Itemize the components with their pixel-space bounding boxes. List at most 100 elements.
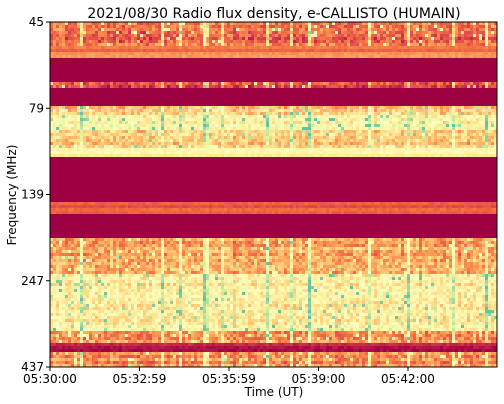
heatmap-cell (314, 49, 318, 53)
heatmap-cell (179, 100, 183, 104)
heatmap-cell (284, 46, 288, 50)
heatmap-cell (227, 49, 231, 53)
heatmap-cell (437, 112, 441, 116)
heatmap-cell (428, 85, 432, 89)
heatmap-cell (251, 76, 255, 80)
heatmap-cell (380, 103, 384, 107)
heatmap-cell (74, 31, 78, 35)
heatmap-cell (443, 28, 447, 32)
heatmap-cell (338, 109, 342, 113)
heatmap-cell (356, 94, 360, 98)
heatmap-cell (344, 82, 348, 86)
heatmap-cell (116, 109, 120, 113)
heatmap-cell (107, 88, 111, 92)
heatmap-cell (434, 34, 438, 38)
heatmap-cell (275, 109, 279, 113)
heatmap-cell (446, 25, 450, 29)
heatmap-cell (389, 58, 393, 62)
heatmap-cell (365, 49, 369, 53)
heatmap-cell (257, 106, 261, 110)
heatmap-cell (86, 31, 90, 35)
heatmap-cell (92, 43, 96, 47)
heatmap-cell (263, 115, 267, 119)
heatmap-cell (326, 82, 330, 86)
heatmap-cell (347, 73, 351, 77)
heatmap-cell (80, 34, 84, 38)
heatmap-cell (80, 22, 84, 26)
heatmap-cell (413, 76, 417, 80)
heatmap-cell (419, 109, 423, 113)
heatmap-cell (155, 109, 159, 113)
heatmap-cell (416, 97, 420, 101)
heatmap-cell (458, 67, 462, 71)
heatmap-cell (113, 49, 117, 53)
heatmap-cell (281, 37, 285, 41)
heatmap-cell (359, 106, 363, 110)
heatmap-cell (266, 76, 270, 80)
heatmap-cell (470, 22, 474, 26)
heatmap-cell (296, 100, 300, 104)
heatmap-cell (236, 103, 240, 107)
heatmap-cell (419, 118, 423, 122)
heatmap-cell (170, 61, 174, 65)
heatmap-cell (452, 46, 456, 50)
heatmap-cell (392, 40, 396, 44)
heatmap-cell (248, 112, 252, 116)
heatmap-cell (200, 43, 204, 47)
heatmap-cell (50, 121, 54, 125)
heatmap-cell (359, 70, 363, 74)
heatmap-cell (68, 106, 72, 110)
heatmap-cell (302, 85, 306, 89)
heatmap-cell (110, 43, 114, 47)
heatmap-cell (320, 94, 324, 98)
heatmap-cell (161, 70, 165, 74)
heatmap-cell (173, 52, 177, 56)
heatmap-cell (53, 97, 57, 101)
heatmap-cell (308, 49, 312, 53)
heatmap-cell (254, 70, 258, 74)
heatmap-cell (143, 52, 147, 56)
heatmap-cell (317, 22, 321, 26)
heatmap-cell (179, 97, 183, 101)
heatmap-cell (341, 34, 345, 38)
heatmap-cell (212, 85, 216, 89)
heatmap-cell (212, 34, 216, 38)
heatmap-cell (239, 70, 243, 74)
heatmap-cell (143, 55, 147, 59)
heatmap-cell (434, 40, 438, 44)
heatmap-cell (455, 103, 459, 107)
heatmap-cell (77, 109, 81, 113)
heatmap-cell (50, 28, 54, 32)
heatmap-cell (419, 103, 423, 107)
heatmap-cell (146, 46, 150, 50)
heatmap-cell (194, 61, 198, 65)
heatmap-cell (407, 43, 411, 47)
heatmap-cell (182, 97, 186, 101)
heatmap-cell (260, 94, 264, 98)
heatmap-cell (143, 79, 147, 83)
heatmap-cell (143, 94, 147, 98)
heatmap-cell (179, 64, 183, 68)
heatmap-cell (461, 109, 465, 113)
heatmap-cell (107, 34, 111, 38)
heatmap-cell (128, 46, 132, 50)
heatmap-cell (374, 85, 378, 89)
heatmap-cell (323, 82, 327, 86)
heatmap-cell (368, 112, 372, 116)
heatmap-cell (455, 94, 459, 98)
heatmap-cell (209, 46, 213, 50)
heatmap-cell (161, 109, 165, 113)
heatmap-cell (191, 118, 195, 122)
heatmap-cell (236, 37, 240, 41)
heatmap-cell (431, 22, 435, 26)
heatmap-cell (104, 109, 108, 113)
heatmap-cell (377, 70, 381, 74)
heatmap-cell (377, 82, 381, 86)
heatmap-cell (86, 22, 90, 26)
heatmap-cell (359, 85, 363, 89)
heatmap-cell (194, 79, 198, 83)
heatmap-cell (353, 109, 357, 113)
heatmap-cell (59, 106, 63, 110)
heatmap-cell (254, 88, 258, 92)
heatmap-cell (485, 46, 489, 50)
